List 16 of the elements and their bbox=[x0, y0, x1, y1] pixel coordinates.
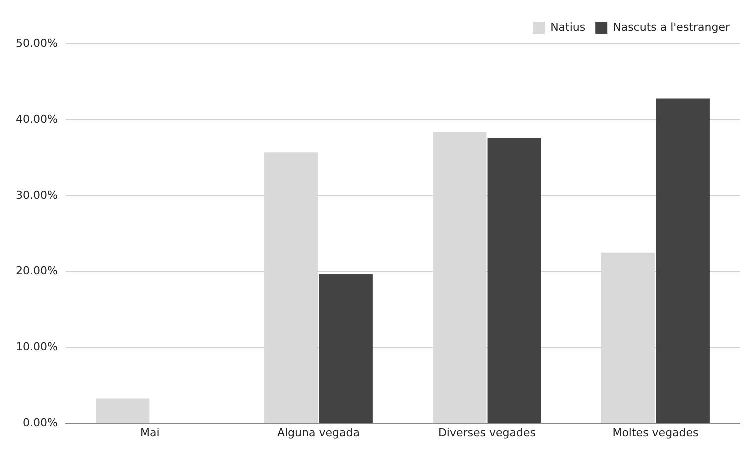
bar bbox=[488, 138, 542, 424]
x-tick-label: Moltes vegades bbox=[612, 426, 700, 440]
x-tick-label: Mai bbox=[140, 426, 160, 440]
legend-label: Nascuts a l'estranger bbox=[613, 20, 730, 34]
bar bbox=[319, 274, 373, 424]
y-tick-label: 40.00% bbox=[16, 112, 58, 126]
y-tick-label: 0.00% bbox=[22, 416, 58, 430]
x-tick-label: Alguna vegada bbox=[277, 426, 360, 440]
bar bbox=[656, 98, 710, 424]
x-tick-label: Diverses vegades bbox=[438, 426, 536, 440]
y-tick-label: 30.00% bbox=[16, 188, 58, 202]
y-tick-label: 10.00% bbox=[16, 340, 58, 354]
legend-label: Natius bbox=[550, 20, 586, 34]
y-tick-label: 20.00% bbox=[16, 264, 58, 278]
bar bbox=[96, 398, 150, 424]
y-tick-label: 50.00% bbox=[16, 36, 58, 50]
